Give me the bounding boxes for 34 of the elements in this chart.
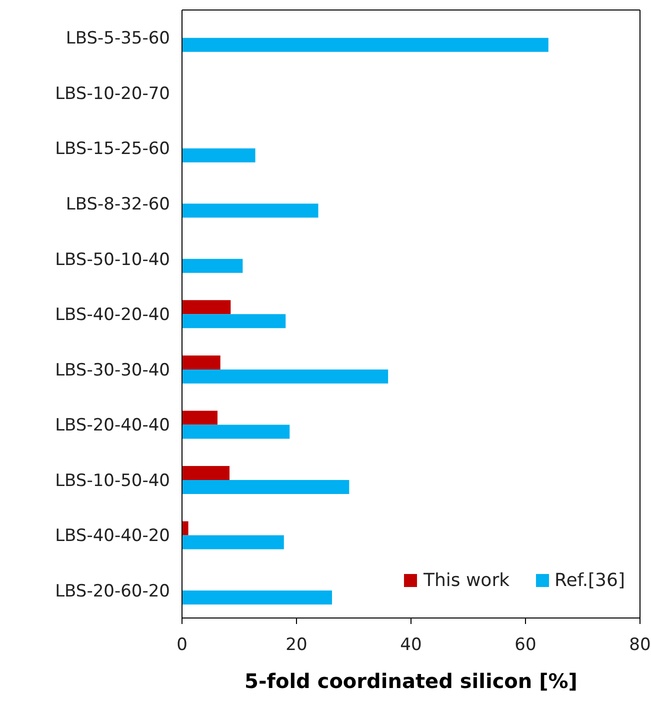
bar <box>182 480 350 494</box>
y-tick-label: LBS-10-20-70 <box>55 84 170 104</box>
bar <box>182 258 243 273</box>
x-tick-label: 0 <box>176 635 188 656</box>
legend-label: Ref.[36] <box>554 570 625 591</box>
bar <box>182 314 286 328</box>
x-tick-label: 40 <box>400 635 422 656</box>
bar <box>182 369 388 384</box>
bar <box>182 148 256 162</box>
y-tick-label: LBS-10-50-40 <box>55 470 170 491</box>
y-tick-label: LBS-40-20-40 <box>55 305 170 326</box>
y-tick-label: LBS-50-10-40 <box>55 250 170 270</box>
bar <box>182 38 548 52</box>
x-tick-label: 20 <box>286 635 308 656</box>
y-tick-label: LBS-20-60-20 <box>55 581 170 602</box>
y-tick-label: LBS-5-35-60 <box>66 28 170 49</box>
y-tick-label: LBS-15-25-60 <box>55 139 170 160</box>
y-tick-label: LBS-8-32-60 <box>66 194 170 214</box>
y-tick-label: LBS-20-40-40 <box>55 416 170 436</box>
x-tick-label: 60 <box>514 635 536 656</box>
bar <box>182 590 332 605</box>
bar <box>182 300 231 314</box>
bar <box>182 466 230 480</box>
x-axis-title: 5-fold coordinated silicon [%] <box>244 669 578 693</box>
legend-label: This work <box>423 570 510 591</box>
bar <box>182 424 290 439</box>
y-tick-label: LBS-30-30-40 <box>55 360 170 380</box>
bar <box>182 410 218 425</box>
bar <box>182 204 318 218</box>
bar <box>182 535 284 550</box>
y-tick-label: LBS-40-40-20 <box>55 526 170 546</box>
bar <box>182 355 220 370</box>
x-tick-label: 80 <box>629 635 651 656</box>
bar <box>182 521 188 536</box>
